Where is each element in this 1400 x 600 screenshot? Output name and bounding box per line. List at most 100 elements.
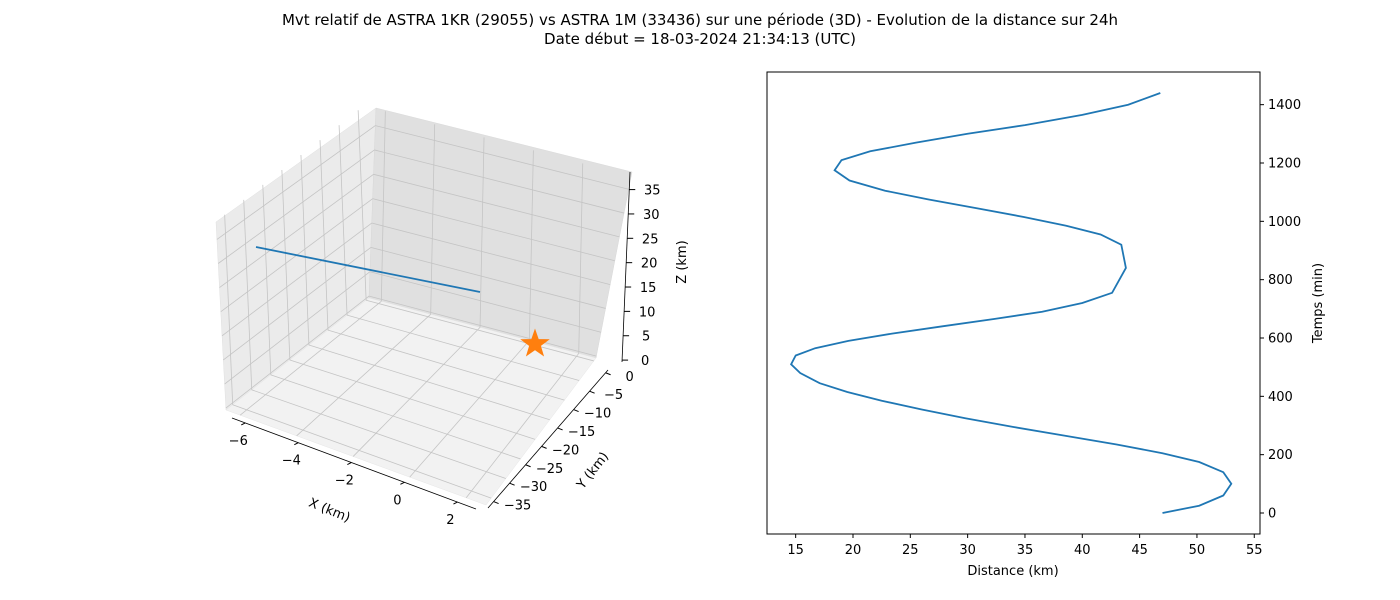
x-tick-mark-3d [294,442,299,446]
z-tick-label-3d: 35 [644,184,661,199]
grid-line [243,199,253,390]
star-marker [520,328,550,357]
y-tick-label: 200 [1268,448,1293,463]
x-tick-label: 15 [787,543,804,558]
grid-line [217,149,375,264]
z-axis-line-3d [621,171,631,363]
z-tick-label-3d: 25 [642,232,659,247]
y-tick-mark-3d [509,482,515,486]
grid-line [219,173,374,288]
grid-line [578,163,584,354]
y-tick-mark-3d [541,445,547,449]
chart-3d-trajectory: −6−4−2020−5−10−15−20−25−30−3505101520253… [215,107,690,528]
grid-line [371,222,611,285]
grid-line [296,314,431,437]
y-ticks: 0 200 400 600 800 1000 1200 1400 [1260,98,1301,522]
x-axis-line-3d [231,417,477,510]
x-tick-label-3d: −4 [282,454,301,469]
grid-line [352,327,481,457]
grid-line [346,314,580,381]
grid-3d [216,110,629,499]
y-tick-mark-3d [605,372,611,376]
y-tick-mark-3d [493,501,499,505]
grid-line [232,404,492,499]
grid-line [373,173,620,238]
plot-frame [766,71,1261,535]
grid-line [224,271,371,385]
y-tick-label-3d: −10 [584,407,611,422]
y-axis-label-3d: Y (km) [574,450,613,493]
grid-line [300,155,310,346]
grid-line [281,169,291,360]
grid-line [368,295,597,357]
figure-title-line2: Date début = 18-03-2024 21:34:13 (UTC) [544,30,856,48]
y-tick-label: 1200 [1268,157,1301,172]
x-ticks: 15 20 25 30 35 40 45 50 55 [787,534,1263,558]
x-axis-label: Distance (km) [967,564,1058,579]
distance-line [789,92,1233,514]
x-tick-label: 50 [1189,543,1206,558]
grid-line [528,150,534,341]
y-tick-mark-3d [557,427,563,431]
grid-line [224,214,234,405]
x-tick-label: 40 [1074,543,1091,558]
y-tick-label: 1400 [1268,98,1301,113]
grid-line [375,125,629,190]
z-tick-label-3d: 15 [640,281,657,296]
figure-title-line1: Mvt relatif de ASTRA 1KR (29055) vs ASTR… [282,11,1118,29]
grid-line [270,374,521,460]
y-tick-label-3d: −30 [520,480,547,495]
grid-line [374,149,625,214]
x-tick-mark-3d [453,501,458,505]
y-tick-label-3d: −20 [552,443,579,458]
x-tick-label-3d: −6 [229,434,248,449]
grid-line [216,125,376,240]
y-tick-label-3d: −25 [536,462,563,477]
grid-line [327,329,565,401]
grid-line [409,340,530,478]
z-axis-label-3d: Z (km) [675,240,690,283]
grid-line [369,271,602,333]
y-tick-mark-3d [525,464,531,468]
y-axis-line-3d [487,369,609,509]
grid-line [221,222,373,337]
grid-line [251,389,506,479]
grid-line [479,137,485,328]
grid-line [338,125,348,316]
grid-line [465,353,580,499]
y-tick-label-3d: −15 [568,425,595,440]
axes-3d: −6−4−2020−5−10−15−20−25−30−3505101520253… [229,171,661,528]
x-tick-label: 30 [959,543,976,558]
y-tick-label: 600 [1268,332,1293,347]
x-tick-label: 20 [845,543,862,558]
grid-line [225,295,370,409]
trajectory-line [255,246,481,293]
y-tick-label: 1000 [1268,215,1301,230]
x-tick-label: 35 [1017,543,1034,558]
grid-line [239,300,382,416]
x-tick-mark-3d [347,462,352,465]
z-tick-label-3d: 20 [641,257,658,272]
y-tick-label-3d: 0 [625,370,633,385]
z-tick-label-3d: 10 [639,305,656,320]
grid-line [223,247,372,361]
x-tick-label: 25 [902,543,919,558]
grid-line [308,344,550,421]
y-tick-mark-3d [573,409,579,413]
x-tick-label: 55 [1246,543,1263,558]
grid-line [262,184,272,375]
grid-line [370,246,606,309]
x-tick-label-3d: 0 [393,493,401,508]
x-axis-label-3d: X (km) [306,496,352,526]
x-tick-mark-3d [400,481,405,485]
y-tick-label-3d: −35 [504,499,531,514]
chart-distance-time: 15 20 25 30 35 40 45 50 55 0 200 400 600 800 1000 1200… [766,71,1326,579]
grid-line [366,299,594,362]
z-tick-label-3d: 30 [643,208,660,223]
grid-line [289,359,536,440]
x-tick-label-3d: −2 [335,474,354,489]
x-tick-mark-3d [241,422,246,426]
x-tick-label: 45 [1131,543,1148,558]
y-tick-label: 400 [1268,390,1293,405]
x-tick-label-3d: 2 [446,513,454,528]
